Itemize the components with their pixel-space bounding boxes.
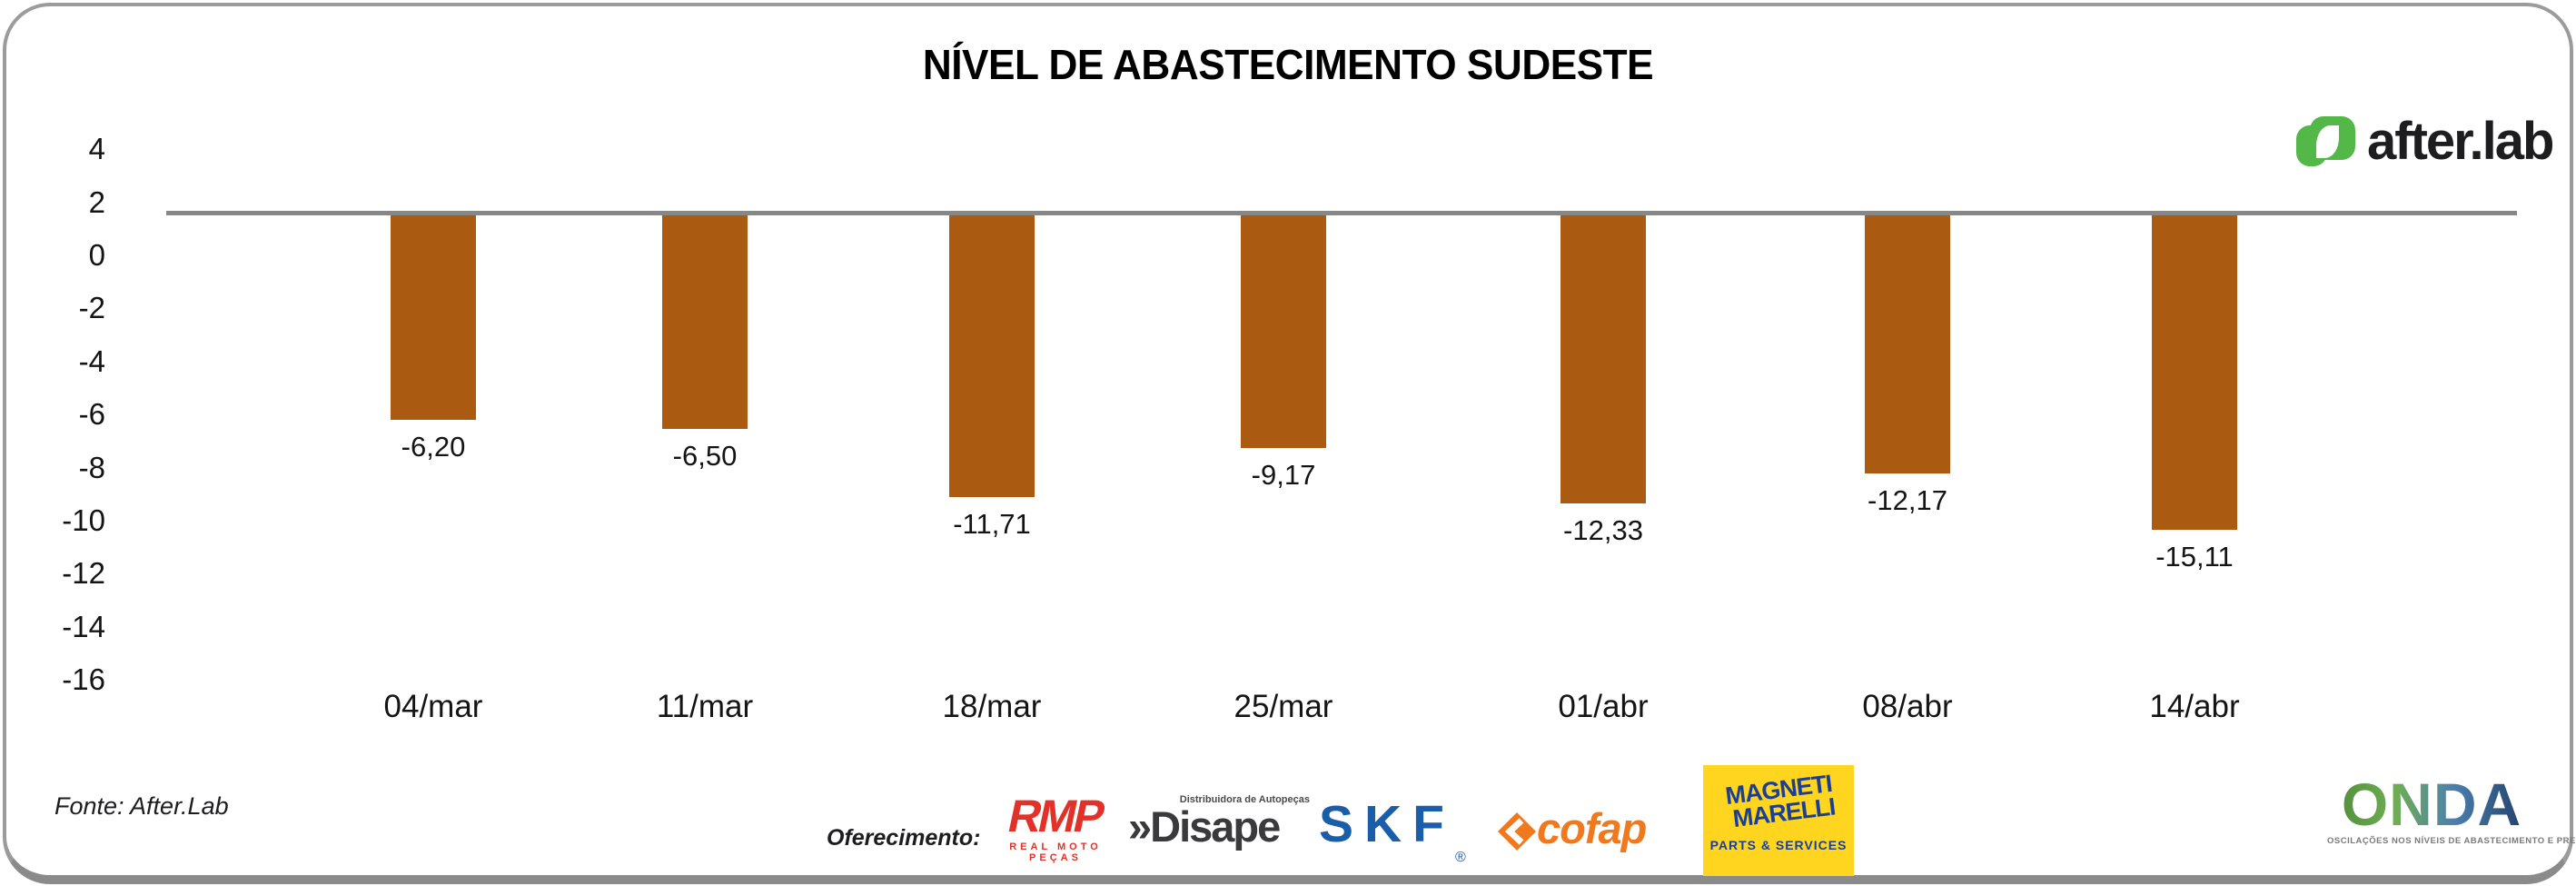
bar-value-label: -12,33 <box>1563 514 1643 546</box>
bar <box>949 215 1035 497</box>
cofap-diamond-icon <box>1498 812 1536 851</box>
bar <box>1865 215 1950 473</box>
y-axis-tick-label: -14 <box>62 609 105 643</box>
onda-tagline: OSCILAÇÕES NOS NÍVEIS DE ABASTECIMENTO E… <box>2327 836 2576 846</box>
y-axis-tick-label: -4 <box>78 343 105 378</box>
source-note: Fonte: After.Lab <box>54 792 229 820</box>
x-axis-label: 04/mar <box>383 689 483 724</box>
x-axis-label: 01/abr <box>1558 689 1649 724</box>
bar-value-label: -9,17 <box>1251 459 1316 491</box>
x-axis-label: 11/mar <box>656 689 754 724</box>
y-axis-tick-label: -2 <box>78 291 105 325</box>
onda-wordmark: ONDA <box>2341 771 2522 838</box>
bar-value-label: -6,20 <box>401 431 466 463</box>
sponsor-logo-disape: Distribuidora de Autopeças »Disape <box>1128 794 1310 849</box>
x-axis-label: 14/abr <box>2149 689 2240 724</box>
y-axis-tick-label: -12 <box>62 556 105 591</box>
y-axis-tick-label: -16 <box>62 662 105 697</box>
sponsor-logo-rmp: RMP REAL MOTO PEÇAS <box>992 791 1119 863</box>
rmp-subtext: REAL MOTO PEÇAS <box>1009 841 1102 863</box>
x-axis-label: 08/abr <box>1862 689 1953 724</box>
sponsor-logo-cofap: cofap <box>1497 803 1647 853</box>
bar-value-label: -15,11 <box>2155 541 2234 572</box>
y-axis-tick-label: -8 <box>78 450 105 484</box>
y-axis-tick-label: -6 <box>78 397 105 432</box>
disape-subtext: Distribuidora de Autopeças <box>1179 794 1310 805</box>
disape-wordmark: »Disape <box>1128 802 1281 851</box>
sponsor-intro-label: Oferecimento: <box>827 825 981 851</box>
bar <box>2152 215 2237 530</box>
y-axis-tick-label: 0 <box>88 238 105 272</box>
x-axis-label: 25/mar <box>1234 689 1333 724</box>
afterlab-wordmark: after.lab <box>2367 112 2554 171</box>
afterlab-leaf-icon <box>2296 116 2356 166</box>
bar <box>1560 215 1646 503</box>
bar-value-label: -11,71 <box>953 508 1031 540</box>
skf-wordmark: SKF <box>1319 795 1455 853</box>
cofap-wordmark: cofap <box>1537 804 1647 852</box>
afterlab-logo: after.lab <box>2296 112 2560 171</box>
onda-logo: ONDA OSCILAÇÕES NOS NÍVEIS DE ABASTECIME… <box>2327 771 2576 846</box>
skf-registered-mark: ® <box>1455 850 1466 865</box>
baseline-line <box>166 211 2517 215</box>
y-axis-tick-label: -10 <box>62 503 105 537</box>
bar-value-label: -12,17 <box>1868 484 1947 516</box>
magneti-line3: PARTS & SERVICES <box>1709 838 1848 852</box>
y-axis-tick-label: 4 <box>88 132 105 166</box>
sponsor-logo-magneti-marelli: MAGNETI MARELLI PARTS & SERVICES <box>1703 765 1854 876</box>
bar <box>391 215 476 420</box>
bar <box>1241 215 1326 448</box>
x-axis-label: 18/mar <box>942 689 1042 724</box>
rmp-wordmark: RMP <box>1003 791 1107 841</box>
y-axis-tick-label: 2 <box>88 184 105 219</box>
bar <box>662 215 748 429</box>
sponsor-logo-skf: SKF® <box>1319 798 1466 866</box>
bar-value-label: -6,50 <box>672 440 738 472</box>
chart-title: NÍVEL DE ABASTECIMENTO SUDESTE <box>922 41 1654 88</box>
